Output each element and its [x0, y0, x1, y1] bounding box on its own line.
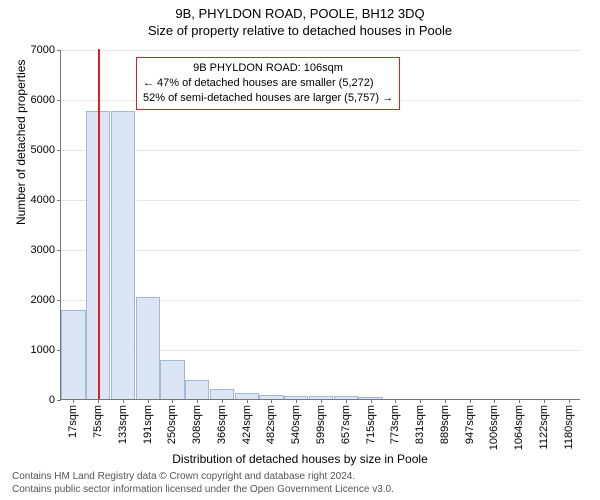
x-tick-mark — [494, 399, 495, 403]
y-tick-label: 0 — [49, 394, 55, 406]
x-tick-label: 1006sqm — [488, 405, 500, 450]
x-tick-mark — [395, 399, 396, 403]
x-tick-label: 773sqm — [389, 405, 401, 444]
chart-title-sub: Size of property relative to detached ho… — [0, 21, 600, 38]
x-tick-label: 1180sqm — [563, 405, 575, 449]
y-tick-mark — [57, 150, 61, 151]
histogram-bar — [136, 297, 160, 400]
x-tick-mark — [371, 399, 372, 403]
x-tick-label: 250sqm — [166, 405, 178, 444]
footer-line-2: Contains public sector information licen… — [12, 484, 394, 497]
gridline — [61, 50, 580, 51]
histogram-bar — [160, 360, 184, 399]
y-tick-mark — [57, 300, 61, 301]
y-tick-mark — [57, 400, 61, 401]
x-tick-mark — [123, 399, 124, 403]
x-tick-label: 191sqm — [142, 405, 154, 444]
x-tick-mark — [222, 399, 223, 403]
x-tick-label: 366sqm — [216, 405, 228, 444]
x-tick-mark — [247, 399, 248, 403]
x-tick-mark — [73, 399, 74, 403]
x-tick-mark — [519, 399, 520, 403]
x-tick-mark — [172, 399, 173, 403]
x-tick-label: 75sqm — [92, 405, 104, 438]
y-tick-mark — [57, 100, 61, 101]
x-tick-label: 540sqm — [290, 405, 302, 444]
x-tick-mark — [544, 399, 545, 403]
y-tick-mark — [57, 50, 61, 51]
y-axis-label: Number of detached properties — [14, 60, 28, 225]
annotation-line: ← 47% of detached houses are smaller (5,… — [143, 76, 393, 91]
x-tick-label: 308sqm — [191, 405, 203, 444]
chart-container: 9B, PHYLDON ROAD, POOLE, BH12 3DQ Size o… — [0, 0, 600, 500]
x-tick-mark — [420, 399, 421, 403]
property-annotation: 9B PHYLDON ROAD: 106sqm← 47% of detached… — [136, 57, 400, 110]
x-tick-label: 831sqm — [414, 405, 426, 444]
histogram-bar — [61, 310, 85, 399]
gridline — [61, 200, 580, 201]
gridline — [61, 250, 580, 251]
y-tick-mark — [57, 200, 61, 201]
x-tick-label: 1122sqm — [538, 405, 550, 449]
y-tick-label: 2000 — [31, 294, 55, 306]
x-tick-mark — [569, 399, 570, 403]
annotation-line: 52% of semi-detached houses are larger (… — [143, 91, 393, 106]
x-tick-label: 424sqm — [241, 405, 253, 444]
x-tick-label: 947sqm — [464, 405, 476, 444]
x-tick-label: 657sqm — [340, 405, 352, 444]
x-tick-label: 133sqm — [117, 405, 129, 444]
property-marker-line — [98, 49, 100, 399]
y-tick-label: 5000 — [31, 144, 55, 156]
x-tick-mark — [148, 399, 149, 403]
x-tick-mark — [346, 399, 347, 403]
y-tick-label: 3000 — [31, 244, 55, 256]
x-tick-label: 599sqm — [315, 405, 327, 444]
x-tick-label: 17sqm — [67, 405, 79, 438]
x-tick-label: 715sqm — [365, 405, 377, 444]
y-tick-label: 6000 — [31, 94, 55, 106]
y-tick-label: 7000 — [31, 44, 55, 56]
y-tick-label: 4000 — [31, 194, 55, 206]
x-tick-mark — [445, 399, 446, 403]
chart-title-main: 9B, PHYLDON ROAD, POOLE, BH12 3DQ — [0, 0, 600, 21]
x-tick-label: 889sqm — [439, 405, 451, 444]
plot-region: 0100020003000400050006000700017sqm75sqm1… — [60, 50, 580, 400]
footer-line-1: Contains HM Land Registry data © Crown c… — [12, 471, 394, 484]
histogram-bar — [185, 380, 209, 399]
histogram-bar — [210, 389, 234, 399]
x-tick-mark — [271, 399, 272, 403]
y-tick-label: 1000 — [31, 344, 55, 356]
y-tick-mark — [57, 250, 61, 251]
x-tick-label: 1064sqm — [513, 405, 525, 450]
x-axis-label: Distribution of detached houses by size … — [0, 452, 600, 466]
histogram-bar — [111, 111, 135, 399]
annotation-line: 9B PHYLDON ROAD: 106sqm — [143, 61, 393, 76]
x-tick-mark — [197, 399, 198, 403]
gridline — [61, 150, 580, 151]
x-tick-mark — [470, 399, 471, 403]
footer-attribution: Contains HM Land Registry data © Crown c… — [12, 471, 394, 496]
x-tick-label: 482sqm — [265, 405, 277, 444]
x-tick-mark — [296, 399, 297, 403]
chart-area: 0100020003000400050006000700017sqm75sqm1… — [60, 50, 580, 400]
x-tick-mark — [98, 399, 99, 403]
x-tick-mark — [321, 399, 322, 403]
